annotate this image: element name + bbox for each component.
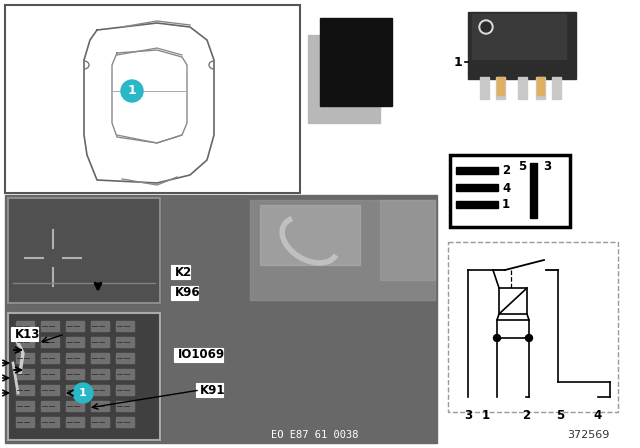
Bar xyxy=(91,417,109,427)
Bar xyxy=(518,77,527,99)
Bar xyxy=(91,369,109,379)
Bar xyxy=(468,12,576,79)
Bar xyxy=(472,14,566,59)
Text: 3: 3 xyxy=(464,409,472,422)
Bar xyxy=(456,168,498,175)
Bar xyxy=(41,321,59,331)
Text: 2: 2 xyxy=(522,409,530,422)
Bar xyxy=(8,198,160,303)
Bar xyxy=(5,5,300,193)
Text: K91: K91 xyxy=(200,383,225,396)
Bar xyxy=(41,401,59,411)
Bar xyxy=(11,327,38,341)
Bar xyxy=(499,288,527,314)
Bar xyxy=(116,353,134,363)
Bar xyxy=(16,385,34,395)
Bar xyxy=(41,385,59,395)
Bar xyxy=(260,205,360,265)
Bar xyxy=(380,200,435,280)
Text: 1: 1 xyxy=(79,388,87,398)
Bar xyxy=(308,35,380,123)
Bar xyxy=(552,77,561,99)
Circle shape xyxy=(493,335,500,341)
Bar xyxy=(171,286,198,300)
Bar xyxy=(16,337,34,347)
Bar xyxy=(537,77,544,95)
Bar xyxy=(66,417,84,427)
Bar xyxy=(91,337,109,347)
Text: 1: 1 xyxy=(502,198,510,211)
Circle shape xyxy=(481,22,491,32)
Text: 3: 3 xyxy=(543,160,551,173)
Text: K2: K2 xyxy=(175,266,192,279)
Bar xyxy=(116,401,134,411)
Bar xyxy=(480,77,489,99)
Bar xyxy=(41,353,59,363)
Bar xyxy=(8,313,160,440)
Bar xyxy=(8,198,160,303)
Text: 372569: 372569 xyxy=(568,430,610,440)
Bar xyxy=(448,242,618,412)
Circle shape xyxy=(525,335,532,341)
Text: K13: K13 xyxy=(15,327,40,340)
Bar xyxy=(116,321,134,331)
Bar xyxy=(456,185,498,191)
Bar xyxy=(91,385,109,395)
Bar xyxy=(91,401,109,411)
Text: EO E87 61 0038: EO E87 61 0038 xyxy=(271,430,359,440)
Bar xyxy=(456,202,498,208)
Bar xyxy=(66,401,84,411)
Text: 5: 5 xyxy=(556,409,564,422)
Bar xyxy=(66,337,84,347)
Bar xyxy=(450,155,570,227)
Bar xyxy=(66,321,84,331)
Bar xyxy=(66,369,84,379)
Circle shape xyxy=(121,80,143,102)
Circle shape xyxy=(73,383,93,403)
Bar xyxy=(174,348,223,362)
Text: IO1069: IO1069 xyxy=(178,349,225,362)
Bar xyxy=(530,163,537,218)
Text: 4: 4 xyxy=(502,181,510,194)
Bar xyxy=(116,369,134,379)
Text: 4: 4 xyxy=(594,409,602,422)
Bar xyxy=(91,353,109,363)
Text: K96: K96 xyxy=(175,287,200,300)
Bar xyxy=(116,337,134,347)
Bar xyxy=(41,369,59,379)
Bar xyxy=(66,353,84,363)
Bar xyxy=(16,353,34,363)
Bar xyxy=(496,77,505,99)
Bar xyxy=(16,321,34,331)
Bar xyxy=(41,417,59,427)
Text: 1: 1 xyxy=(127,85,136,98)
Bar xyxy=(41,337,59,347)
Bar xyxy=(320,18,392,106)
Bar xyxy=(250,200,435,300)
Circle shape xyxy=(479,20,493,34)
Bar xyxy=(497,77,504,95)
Text: 1: 1 xyxy=(453,56,462,69)
Bar xyxy=(16,369,34,379)
Bar xyxy=(16,401,34,411)
Text: 2: 2 xyxy=(502,164,510,177)
Text: 1: 1 xyxy=(482,409,490,422)
Text: 5: 5 xyxy=(518,160,526,173)
Bar xyxy=(8,313,160,440)
Bar xyxy=(5,195,437,443)
Bar xyxy=(196,383,223,397)
Bar xyxy=(16,417,34,427)
Bar xyxy=(536,77,545,99)
Bar xyxy=(91,321,109,331)
Bar xyxy=(116,385,134,395)
Bar xyxy=(497,320,529,338)
Bar xyxy=(66,385,84,395)
Bar xyxy=(171,265,190,279)
Bar xyxy=(116,417,134,427)
